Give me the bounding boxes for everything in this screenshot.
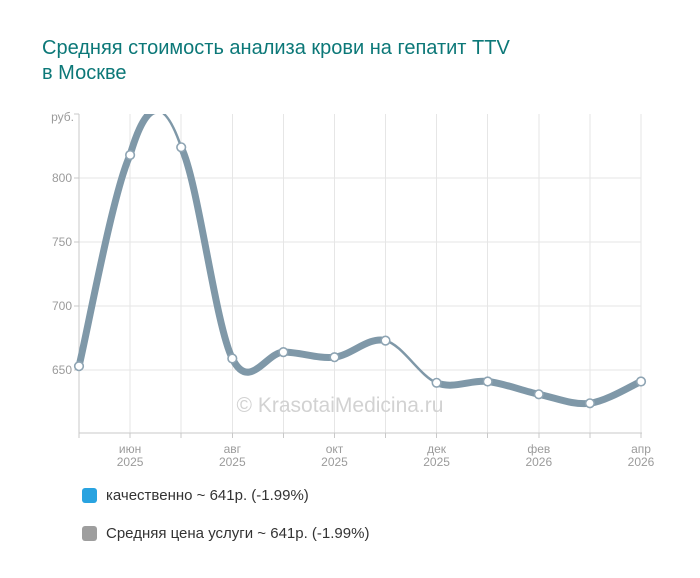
legend-label-average-price: Средняя цена услуги ~ 641р. (-1.99%)	[106, 525, 370, 542]
y-tick-label: 700	[52, 299, 72, 313]
data-point-marker[interactable]	[635, 376, 647, 387]
y-tick-label: 750	[52, 235, 72, 249]
legend-swatch-gray-icon	[82, 526, 97, 541]
x-axis-labels: июн 2025 авг 2025 окт 2025 дек 2025 фев 2026 апр 20…	[117, 442, 655, 469]
data-point-marker[interactable]	[227, 353, 238, 364]
chart-title: Средняя стоимость анализа крови на гепат…	[42, 37, 510, 84]
data-point-marker[interactable]	[329, 352, 340, 363]
x-tick-label: июн 2025	[117, 442, 144, 469]
data-point-marker[interactable]	[380, 335, 391, 346]
data-point-marker[interactable]	[533, 389, 544, 400]
series-line	[75, 114, 643, 408]
data-point-marker[interactable]	[125, 149, 136, 161]
data-point-marker[interactable]	[73, 361, 85, 372]
x-tick-label: апр 2026	[628, 442, 655, 469]
legend-label-kachestvenno: качественно ~ 641р. (-1.99%)	[106, 487, 309, 504]
gridlines	[78, 114, 642, 433]
watermark: © KrasotaiMedicina.ru	[237, 394, 444, 417]
y-axis-labels: 650 700 750 800 руб.	[51, 110, 74, 377]
data-point-marker[interactable]	[482, 376, 493, 387]
axes	[74, 113, 642, 438]
legend-item-average-price[interactable]: Средняя цена услуги ~ 641р. (-1.99%)	[82, 525, 369, 542]
data-point-markers	[73, 142, 647, 409]
y-axis-unit-label: руб.	[51, 110, 74, 124]
data-point-marker[interactable]	[431, 377, 442, 388]
price-chart: © KrasotaiMedicina.ru 650 700 750 800 руб. июн…	[51, 110, 655, 469]
y-tick-label: 800	[52, 171, 72, 185]
x-tick-label: авг 2025	[219, 442, 246, 469]
x-tick-label: дек 2025	[423, 442, 450, 469]
x-tick-label: окт 2025	[321, 442, 348, 469]
y-tick-label: 650	[52, 363, 72, 377]
chart-legend: качественно ~ 641р. (-1.99%) Средняя цен…	[82, 487, 369, 542]
data-point-marker[interactable]	[278, 347, 289, 358]
legend-item-kachestvenno[interactable]: качественно ~ 641р. (-1.99%)	[82, 487, 369, 504]
x-tick-label: фев 2026	[525, 442, 552, 469]
data-point-marker[interactable]	[584, 398, 596, 409]
legend-swatch-blue-icon	[82, 488, 97, 503]
data-point-marker[interactable]	[176, 142, 187, 153]
